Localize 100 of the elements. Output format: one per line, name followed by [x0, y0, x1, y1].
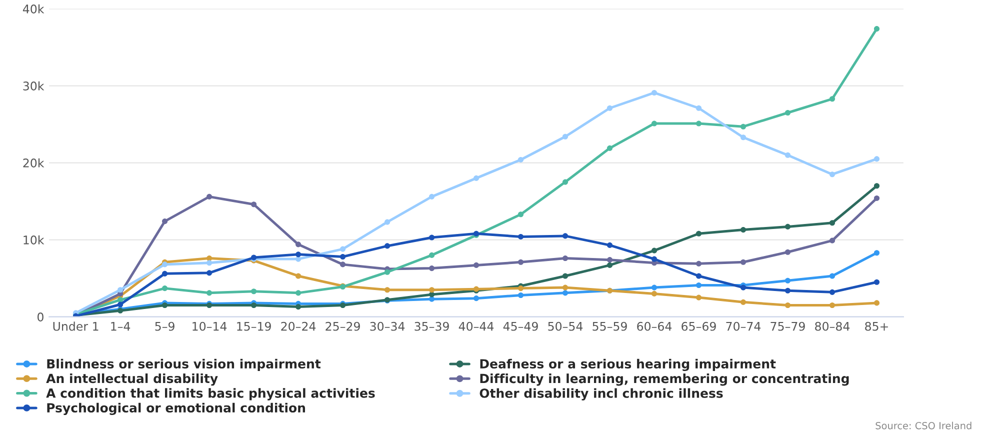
point — [651, 256, 658, 262]
x-tick-label: 45–49 — [503, 322, 538, 331]
point — [606, 257, 613, 263]
x-tick-label: 5–9 — [155, 322, 174, 331]
point — [829, 289, 836, 295]
point — [874, 250, 880, 256]
point — [562, 284, 568, 290]
point — [428, 266, 435, 272]
point — [784, 152, 791, 158]
point — [251, 202, 257, 208]
point — [428, 292, 435, 298]
x-tick-label: 20–24 — [281, 322, 316, 331]
point — [829, 273, 836, 279]
source-note: Source: CSO Ireland — [876, 422, 972, 430]
point — [829, 96, 836, 102]
point — [740, 134, 746, 140]
point — [784, 278, 791, 284]
legend-label: Deafness or a serious hearing impairment — [480, 358, 776, 372]
point — [784, 249, 791, 255]
x-tick-label: 65–69 — [682, 322, 716, 331]
point — [518, 234, 524, 240]
legend-label: Blindness or serious vision impairment — [47, 358, 321, 371]
x-tick-label: 50–54 — [548, 322, 583, 331]
point — [696, 294, 702, 300]
point — [296, 256, 302, 262]
x-tick-label: 30–34 — [370, 322, 405, 331]
point — [251, 288, 257, 294]
point — [428, 194, 435, 200]
point — [428, 234, 435, 240]
point — [874, 279, 880, 285]
point — [784, 110, 791, 116]
x-tick-label: 40–44 — [458, 322, 494, 331]
x-tick-label: 80–84 — [815, 322, 850, 331]
point — [784, 302, 791, 308]
point — [518, 286, 524, 292]
point — [606, 145, 613, 151]
point — [118, 302, 124, 308]
point — [162, 302, 168, 308]
point — [606, 262, 613, 268]
point — [562, 233, 568, 239]
point — [296, 242, 302, 248]
point — [384, 269, 390, 275]
point — [784, 224, 791, 230]
point — [384, 287, 390, 293]
point — [696, 120, 702, 126]
point — [651, 290, 658, 296]
point — [162, 286, 168, 292]
point — [784, 288, 791, 294]
point — [740, 259, 746, 265]
point — [251, 302, 257, 308]
point — [606, 105, 613, 111]
point — [829, 220, 836, 226]
point — [473, 296, 480, 302]
legend-label: An intellectual disability — [46, 373, 218, 386]
point — [829, 302, 836, 308]
point — [384, 243, 390, 249]
point — [206, 270, 212, 276]
point — [428, 287, 435, 293]
point — [340, 262, 346, 268]
point — [340, 246, 346, 252]
point — [428, 296, 435, 302]
x-tick-label: 35–39 — [414, 322, 449, 331]
y-tick-label: 20k — [23, 158, 44, 168]
point — [518, 156, 524, 162]
point — [874, 156, 880, 162]
x-tick-label: 75–79 — [770, 322, 805, 331]
point — [340, 254, 346, 260]
point — [206, 256, 212, 262]
point — [518, 292, 524, 298]
point — [696, 105, 702, 111]
point — [473, 175, 480, 181]
x-tick-label: 15–19 — [237, 322, 271, 331]
point — [118, 287, 124, 293]
point — [296, 290, 302, 296]
x-tick-label: 60–64 — [637, 322, 672, 331]
point — [606, 242, 613, 248]
x-tick-label: 55–59 — [592, 322, 627, 331]
point — [428, 252, 435, 258]
point — [162, 218, 168, 224]
point — [518, 259, 524, 265]
point — [206, 260, 212, 266]
point — [296, 252, 302, 258]
point — [829, 238, 836, 244]
point — [296, 304, 302, 310]
x-tick-label: 25–29 — [326, 322, 360, 331]
legend-label: Psychological or emotional condition — [47, 402, 305, 416]
y-tick-label: 10k — [24, 235, 44, 244]
point — [651, 120, 658, 126]
legend-label: Other disability incl chronic illness — [480, 388, 723, 400]
x-tick-label: Under 1 — [53, 322, 98, 331]
point — [651, 248, 658, 254]
point — [696, 273, 702, 279]
point — [829, 172, 836, 178]
point — [162, 270, 168, 276]
y-tick-label: 40k — [22, 4, 44, 14]
point — [740, 227, 746, 233]
point — [651, 284, 658, 290]
point — [384, 219, 390, 225]
point — [162, 262, 168, 268]
point — [874, 183, 880, 189]
